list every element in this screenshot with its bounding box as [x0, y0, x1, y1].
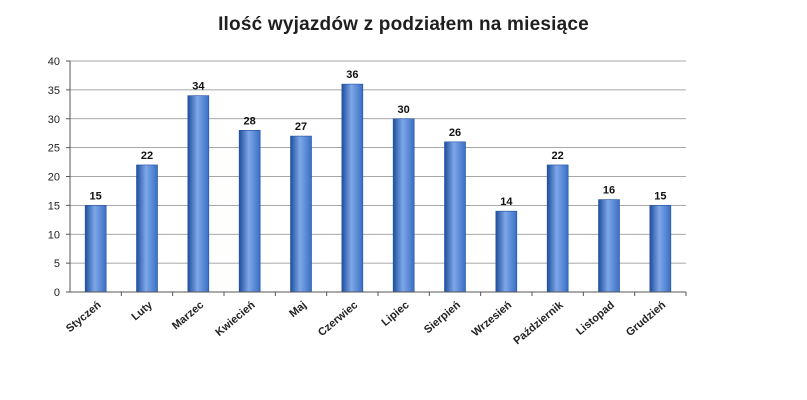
data-label: 22: [552, 150, 564, 162]
y-axis-ticks: 0 5 10 15 20 25 30 35 40: [48, 56, 70, 299]
chart-title: Ilość wyjazdów z podziałem na miesiące: [218, 14, 589, 35]
y-tick-label: 0: [54, 287, 60, 299]
data-label: 34: [192, 81, 205, 93]
x-category-label: Wrzesień: [470, 299, 515, 339]
data-labels: 15 22 34 28 27 36 30 26 14 22 16 15: [90, 69, 667, 208]
gridlines: [70, 60, 686, 293]
x-category-label: Październik: [512, 299, 567, 348]
y-tick-label: 10: [48, 229, 60, 241]
x-category-label: Luty: [129, 299, 155, 324]
data-label: 15: [654, 190, 666, 202]
data-label: 15: [90, 190, 102, 202]
x-category-label: Styczeń: [64, 299, 104, 335]
bar: [392, 118, 415, 293]
bar: [598, 199, 620, 293]
bar: [444, 141, 466, 293]
x-category-label: Kwiecień: [213, 299, 257, 339]
x-axis-categories: Styczeń Luty Marzec Kwiecień Maj Czerwiec Lipi…: [64, 292, 687, 348]
x-category-label: Lipiec: [380, 299, 412, 329]
x-category-label: Marzec: [170, 299, 206, 332]
bar: [341, 83, 364, 293]
x-category-label: Maj: [287, 299, 309, 320]
bars: [84, 83, 672, 293]
x-category-label: Czerwiec: [316, 299, 360, 339]
bar: [238, 130, 261, 293]
bar: [649, 205, 672, 293]
y-tick-label: 15: [48, 200, 60, 212]
data-label: 22: [141, 150, 153, 162]
x-category-label: Listopad: [574, 299, 617, 338]
bar: [290, 135, 312, 293]
data-label: 26: [449, 127, 461, 139]
y-tick-label: 25: [48, 143, 60, 155]
bar: [136, 164, 158, 293]
y-tick-label: 35: [48, 85, 60, 97]
data-label: 27: [295, 121, 307, 133]
data-label: 28: [244, 115, 256, 127]
y-tick-label: 5: [54, 258, 60, 270]
x-category-label: Sierpień: [422, 299, 463, 336]
y-tick-label: 30: [48, 114, 60, 126]
data-label: 14: [500, 196, 513, 208]
bar: [546, 164, 569, 293]
bar: [84, 205, 107, 293]
y-tick-label: 20: [48, 172, 60, 184]
x-category-label: Grudzień: [624, 299, 668, 339]
data-label: 16: [603, 185, 615, 197]
data-label: 30: [398, 104, 410, 116]
bar: [495, 210, 518, 293]
data-label: 36: [346, 69, 358, 81]
y-tick-label: 40: [48, 56, 60, 68]
bar: [187, 95, 210, 293]
